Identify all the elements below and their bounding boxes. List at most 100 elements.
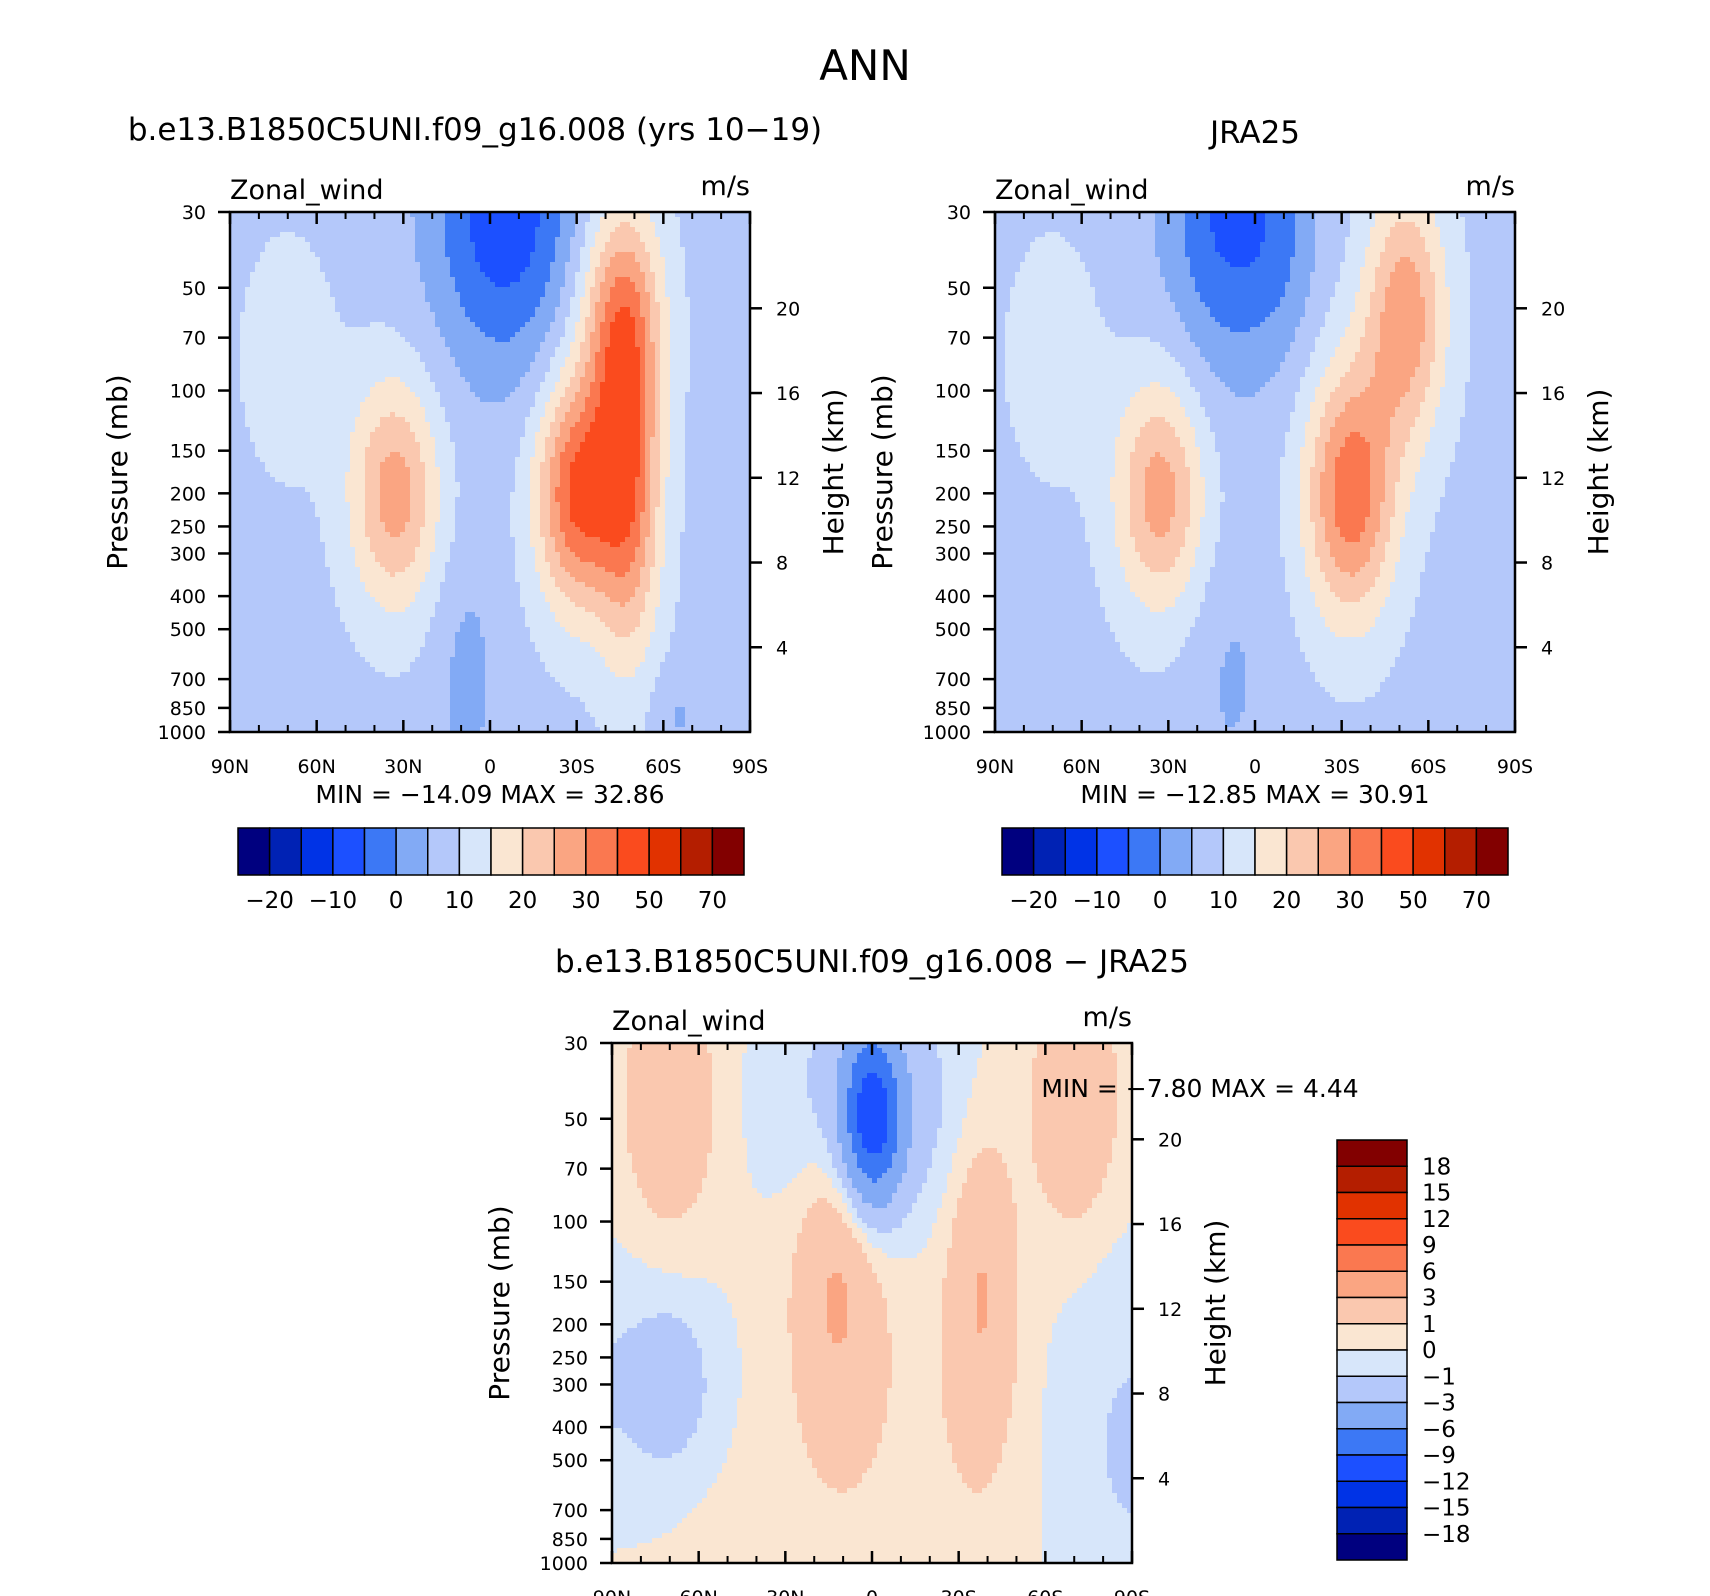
field-cell	[685, 307, 691, 313]
field-cell	[375, 442, 381, 448]
field-cell	[645, 332, 651, 338]
field-cell	[645, 312, 651, 318]
field-cell	[425, 257, 431, 263]
field-cell	[525, 312, 531, 318]
field-cell	[525, 277, 531, 283]
field-cell	[505, 447, 511, 453]
field-cell	[635, 337, 641, 343]
field-cell	[450, 422, 456, 428]
field-cell	[380, 247, 386, 253]
field-cell	[395, 382, 401, 388]
field-cell	[315, 287, 321, 293]
field-cell	[690, 272, 696, 278]
field-cell	[325, 282, 331, 288]
field-cell	[605, 372, 611, 378]
field-cell	[445, 347, 451, 353]
field-cell	[265, 297, 271, 303]
field-cell	[550, 422, 556, 428]
field-cell	[455, 362, 461, 368]
field-cell	[740, 342, 746, 348]
field-cell	[595, 432, 601, 438]
field-cell	[695, 287, 701, 293]
field-cell	[325, 377, 331, 383]
field-cell	[485, 257, 491, 263]
field-cell	[715, 377, 721, 383]
field-cell	[400, 432, 406, 438]
field-cell	[550, 267, 556, 273]
field-cell	[590, 347, 596, 353]
field-cell	[385, 322, 391, 328]
field-cell	[275, 337, 281, 343]
field-cell	[295, 447, 301, 453]
field-cell	[480, 267, 486, 273]
field-cell	[330, 442, 336, 448]
field-cell	[675, 417, 681, 423]
field-cell	[245, 277, 251, 283]
field-cell	[250, 382, 256, 388]
field-cell	[275, 312, 281, 318]
field-cell	[325, 302, 331, 308]
field-cell	[335, 427, 341, 433]
field-cell	[730, 267, 736, 273]
field-cell	[235, 377, 241, 383]
field-cell	[450, 307, 456, 313]
field-cell	[700, 217, 706, 223]
field-cell	[660, 257, 666, 263]
field-cell	[610, 327, 616, 333]
field-cell	[735, 447, 741, 453]
field-cell	[720, 332, 726, 338]
field-cell	[670, 362, 676, 368]
field-cell	[600, 347, 606, 353]
field-cell	[330, 297, 336, 303]
field-cell	[705, 327, 711, 333]
field-cell	[405, 227, 411, 233]
field-cell	[435, 227, 441, 233]
field-cell	[525, 412, 531, 418]
field-cell	[695, 427, 701, 433]
field-cell	[515, 212, 521, 218]
field-cell	[715, 232, 721, 238]
field-cell	[680, 347, 686, 353]
field-cell	[595, 277, 601, 283]
field-cell	[380, 367, 386, 373]
field-cell	[550, 437, 556, 443]
field-cell	[515, 277, 521, 283]
field-cell	[300, 372, 306, 378]
field-cell	[540, 347, 546, 353]
field-cell	[580, 382, 586, 388]
field-cell	[560, 292, 566, 298]
field-cell	[245, 407, 251, 413]
field-cell	[340, 212, 346, 218]
field-cell	[470, 297, 476, 303]
field-cell	[465, 327, 471, 333]
field-cell	[240, 382, 246, 388]
field-cell	[560, 247, 566, 253]
field-cell	[250, 362, 256, 368]
field-cell	[400, 377, 406, 383]
field-cell	[475, 322, 481, 328]
field-cell	[345, 257, 351, 263]
field-cell	[675, 267, 681, 273]
field-cell	[295, 402, 301, 408]
field-cell	[610, 212, 616, 218]
field-cell	[460, 432, 466, 438]
field-cell	[280, 447, 286, 453]
field-cell	[740, 262, 746, 268]
field-cell	[490, 392, 496, 398]
field-cell	[440, 382, 446, 388]
field-cell	[635, 252, 641, 258]
field-cell	[605, 282, 611, 288]
field-cell	[450, 227, 456, 233]
field-cell	[345, 327, 351, 333]
field-cell	[295, 372, 301, 378]
field-cell	[745, 332, 750, 338]
field-cell	[275, 272, 281, 278]
field-cell	[490, 447, 496, 453]
field-cell	[475, 327, 481, 333]
field-cell	[575, 312, 581, 318]
field-cell	[745, 447, 750, 453]
field-cell	[440, 247, 446, 253]
field-cell	[450, 402, 456, 408]
field-cell	[380, 307, 386, 313]
field-cell	[455, 307, 461, 313]
